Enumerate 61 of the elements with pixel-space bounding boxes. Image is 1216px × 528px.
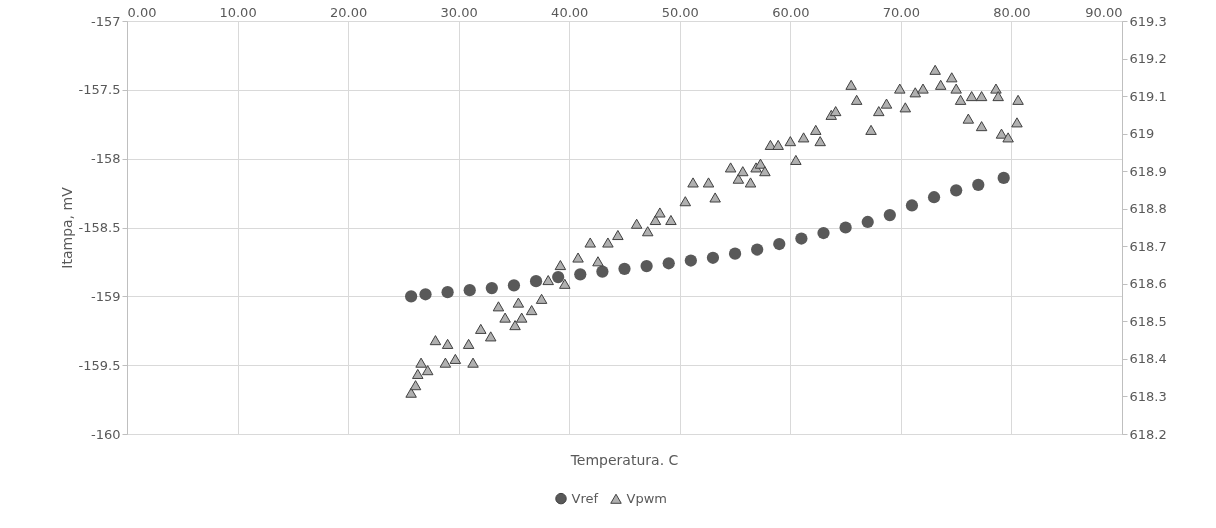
y2-tick-label: 619.1 — [1129, 88, 1167, 104]
x-tick-label: 60.00 — [772, 4, 810, 20]
x-tick-label: 20.00 — [330, 4, 368, 20]
point — [405, 290, 418, 303]
point — [905, 199, 919, 212]
y2-tick-label: 618.2 — [1129, 426, 1167, 442]
y-tick-label: -160 — [90, 426, 121, 442]
point — [618, 262, 631, 275]
y-tick-label: -157 — [90, 13, 121, 29]
point — [640, 259, 653, 273]
point — [950, 184, 963, 197]
point — [419, 288, 432, 301]
point — [861, 215, 874, 229]
point — [773, 237, 786, 251]
point — [817, 226, 830, 240]
point — [662, 257, 675, 270]
y2-tick-label: 618.6 — [1129, 276, 1167, 292]
point — [997, 171, 1010, 185]
y2-tick-label: 618.3 — [1129, 388, 1167, 404]
y-tick-label: -158 — [90, 151, 121, 167]
point — [751, 243, 764, 256]
x-tick-label: 0.00 — [127, 4, 157, 20]
x-tick-label: 40.00 — [551, 4, 589, 20]
point — [574, 268, 587, 281]
point — [507, 279, 521, 292]
y-tick-label: -159 — [90, 288, 121, 304]
point — [728, 247, 742, 260]
x-tick-label: 70.00 — [882, 4, 920, 20]
x-tick-label: 50.00 — [661, 4, 699, 20]
point — [706, 251, 720, 264]
x-tick-label: 80.00 — [993, 4, 1031, 20]
point — [552, 270, 565, 284]
x-tick-label: 10.00 — [219, 4, 257, 20]
y2-tick-label: 618.8 — [1129, 201, 1167, 217]
point — [596, 265, 609, 278]
legend-label: Vpwm — [626, 490, 667, 506]
point — [485, 281, 498, 295]
point — [883, 209, 896, 222]
y2-tick-label: 618.9 — [1129, 163, 1167, 179]
point — [529, 275, 543, 288]
point — [684, 254, 697, 267]
y2-tick-label: 618.4 — [1129, 351, 1167, 367]
x-tick-label: 90.00 — [1085, 4, 1123, 20]
point — [927, 191, 941, 204]
point — [972, 178, 985, 191]
y-tick-label: -159.5 — [78, 357, 121, 373]
y2-tick-label: 618.7 — [1129, 238, 1167, 254]
y2-tick-label: 619.3 — [1129, 13, 1167, 29]
point — [463, 284, 476, 297]
x-tick-label: 30.00 — [440, 4, 478, 20]
y-axis-title: Itampa, mV — [58, 186, 75, 269]
point — [839, 221, 852, 234]
point — [441, 286, 454, 299]
y-tick-label: -158.5 — [78, 220, 121, 235]
y2-tick-label: 619 — [1129, 126, 1155, 142]
x-axis-title: Temperatura. C — [569, 452, 679, 468]
y2-tick-label: 618.5 — [1129, 313, 1167, 329]
y2-tick-label: 619.2 — [1129, 51, 1167, 67]
legend-label: Vref — [571, 490, 599, 506]
point — [795, 232, 808, 245]
y-tick-label: -157.5 — [78, 82, 121, 98]
